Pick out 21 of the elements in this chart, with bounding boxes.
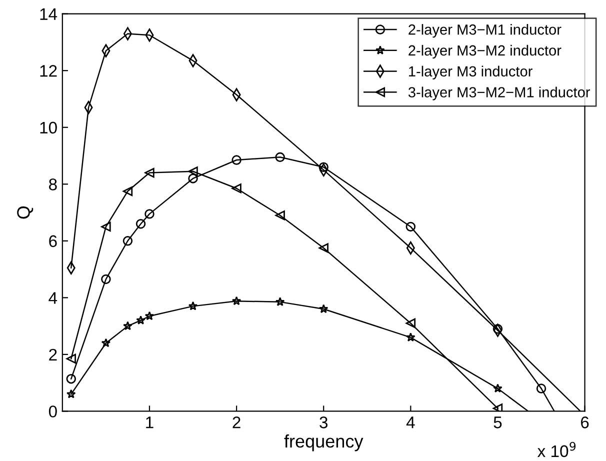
x-axis-title: frequency: [284, 434, 364, 452]
y-tick-label: 14: [40, 8, 58, 20]
x-tick-label: 1: [146, 416, 154, 428]
y-tick-label: 4: [48, 292, 58, 304]
legend-label: 2-layer M3−M2 inductor: [408, 44, 562, 59]
y-tick-label: 10: [40, 122, 57, 134]
x-tick-label: 2: [232, 416, 240, 428]
legend-label: 1-layer M3 inductor: [409, 66, 532, 80]
legend-label: 2-layer M3−M1 inductor: [408, 24, 562, 38]
x-tick-label: 4: [406, 416, 415, 428]
y-axis-title: Q: [17, 206, 34, 219]
x-tick-label: 5: [494, 416, 502, 428]
text: x 10$^{9}$: [537, 442, 576, 458]
y-tick-label: 8: [49, 178, 57, 190]
y-tick-label: 2: [49, 348, 57, 360]
x-tick-label: 6: [581, 416, 589, 428]
y-tick-label: 12: [40, 65, 57, 77]
legend-label: 3-layer M3−M2−M1 inductor: [408, 86, 590, 100]
y-tick-label: 0: [48, 406, 57, 418]
y-tick-label: 6: [49, 235, 57, 248]
x-tick-label: 3: [320, 416, 328, 428]
